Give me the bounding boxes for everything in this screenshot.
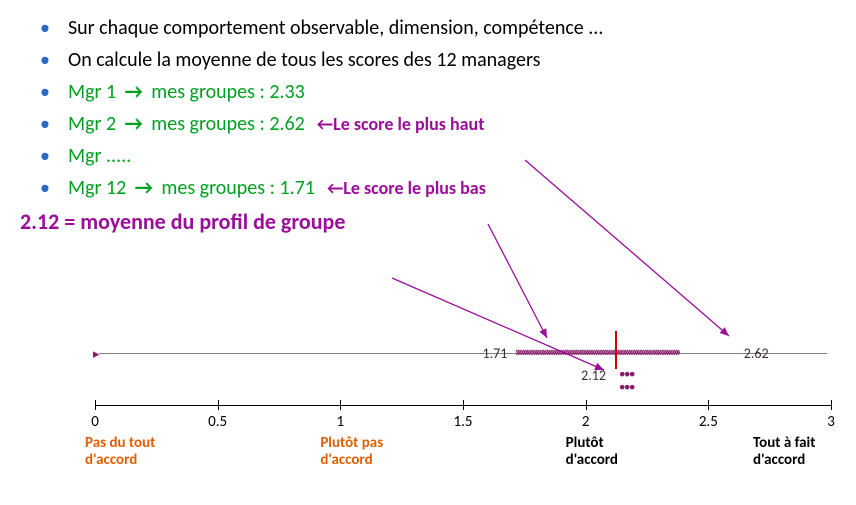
scale-chart: ▸ ››››››››››››››››››››››››››››››››››››››… (95, 345, 835, 495)
scale-line: ▸ ››››››››››››››››››››››››››››››››››››››… (95, 345, 835, 363)
arrow-right-icon: → (135, 174, 153, 202)
axis-category-label: Plutôt pasd'accord (320, 435, 383, 470)
manager-item: • Mgr 2 → mes groupes : 2.62 ←Le score le … (40, 110, 856, 138)
manager-item: • Mgr ..... (40, 142, 856, 170)
axis-tick-label: 0 (91, 413, 99, 431)
arrow-right-icon: → (125, 78, 143, 106)
bullet-dot-icon: • (40, 174, 50, 202)
bullet-dot-icon: • (40, 110, 50, 138)
axis-tick-label: 1.5 (454, 413, 473, 431)
max-score-label: 2.62 (744, 345, 769, 362)
axis-tick (586, 400, 587, 410)
manager-item: • Mgr 12 → mes groupes : 1.71 ←Le score le… (40, 174, 856, 202)
axis-category-label: Pas du toutd'accord (85, 435, 155, 470)
bullet-dot-icon: • (40, 14, 50, 42)
bullet-text: Sur chaque comportement observable, dime… (68, 14, 603, 42)
score-annotation: ←Le score le plus haut (317, 112, 485, 137)
min-score-label: 1.71 (483, 345, 508, 362)
axis-tick-label: 0.5 (208, 413, 227, 431)
axis-category-label: Tout à faitd'accord (753, 435, 815, 470)
axis-tick-label: 2.5 (699, 413, 718, 431)
bullet-list: • Sur chaque comportement observable, di… (0, 0, 856, 202)
axis-tick (831, 400, 832, 410)
axis-tick (95, 400, 96, 410)
axis-tick (463, 400, 464, 410)
manager-text: Mgr 1 → mes groupes : 2.33 (68, 78, 305, 106)
scale-start-marker: ▸ (93, 347, 100, 362)
bullet-dot-icon: • (40, 142, 50, 170)
bullet-text: On calcule la moyenne de tous les scores… (68, 46, 540, 74)
axis-tick-label: 2 (582, 413, 590, 431)
axis-tick (708, 400, 709, 410)
axis-category-label: Plutôtd'accord (566, 435, 618, 470)
axis-tick-label: 1 (337, 413, 345, 431)
axis-tick (218, 400, 219, 410)
manager-text: Mgr ..... (68, 142, 131, 170)
score-annotation: ←Le score le plus bas (327, 176, 486, 201)
axis-tick (340, 400, 341, 410)
mean-dots-icon: ●●●●●● (619, 367, 634, 393)
mean-marker-line (615, 331, 617, 369)
manager-item: • Mgr 1 → mes groupes : 2.33 (40, 78, 856, 106)
bullet-item: • On calcule la moyenne de tous les scor… (40, 46, 856, 74)
arrow-right-icon: → (125, 110, 143, 138)
bullet-item: • Sur chaque comportement observable, di… (40, 14, 856, 42)
bullet-dot-icon: • (40, 78, 50, 106)
score-range-band: ››››››››››››››››››››››››››››››››››››››››… (515, 343, 738, 363)
axis-tick-label: 3 (827, 413, 835, 431)
manager-text: Mgr 12 → mes groupes : 1.71 (68, 174, 315, 202)
manager-text: Mgr 2 → mes groupes : 2.62 (68, 110, 305, 138)
mean-score-label: 2.12 (581, 367, 606, 384)
bullet-dot-icon: • (40, 46, 50, 74)
group-mean-label: 2.12 = moyenne du profil de groupe (0, 208, 856, 235)
